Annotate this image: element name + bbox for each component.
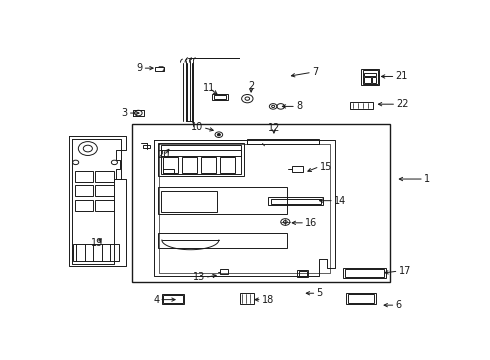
Text: 17: 17: [398, 266, 411, 276]
Bar: [74, 201, 93, 211]
Bar: [158, 233, 287, 248]
Bar: [163, 157, 178, 173]
Bar: [96, 171, 114, 182]
Circle shape: [218, 134, 220, 136]
Text: 2: 2: [248, 81, 254, 91]
Bar: [343, 268, 386, 278]
Text: 22: 22: [396, 99, 409, 109]
Bar: [158, 143, 244, 176]
Bar: [74, 171, 93, 182]
Bar: [247, 139, 319, 144]
Text: 9: 9: [136, 63, 143, 73]
Text: 12: 12: [268, 123, 280, 133]
Text: 20: 20: [158, 150, 170, 161]
Bar: [161, 150, 241, 156]
Bar: [241, 293, 254, 304]
Bar: [182, 157, 197, 173]
Bar: [74, 244, 119, 261]
Text: 3: 3: [122, 108, 128, 118]
Bar: [372, 77, 376, 83]
Text: 8: 8: [296, 102, 302, 111]
Bar: [163, 169, 173, 174]
Bar: [350, 102, 373, 109]
Bar: [143, 145, 150, 148]
Bar: [220, 269, 228, 274]
Text: 15: 15: [319, 162, 332, 172]
Bar: [163, 294, 183, 303]
Text: 7: 7: [312, 67, 318, 77]
Bar: [346, 293, 376, 304]
Bar: [161, 145, 241, 174]
Bar: [162, 294, 184, 304]
Bar: [161, 191, 217, 212]
Bar: [297, 270, 308, 277]
Bar: [74, 185, 93, 195]
Bar: [158, 187, 287, 214]
Bar: [292, 166, 303, 172]
Bar: [268, 197, 323, 205]
Bar: [220, 157, 235, 173]
Bar: [363, 70, 378, 84]
Bar: [364, 73, 376, 76]
Bar: [155, 67, 164, 71]
Bar: [201, 157, 216, 173]
Bar: [298, 271, 307, 276]
Bar: [361, 69, 379, 85]
Text: 14: 14: [334, 195, 346, 206]
Text: 1: 1: [424, 174, 430, 184]
Bar: [271, 199, 320, 204]
Text: 18: 18: [262, 294, 274, 305]
Bar: [364, 77, 371, 83]
Text: 11: 11: [203, 83, 216, 93]
Text: 21: 21: [395, 72, 408, 81]
Text: 19: 19: [91, 238, 103, 248]
Bar: [214, 95, 226, 99]
Bar: [96, 185, 114, 195]
Bar: [347, 294, 374, 303]
Bar: [344, 269, 384, 277]
Bar: [96, 201, 114, 211]
Text: 13: 13: [193, 273, 205, 283]
Text: 16: 16: [305, 218, 318, 228]
Text: 5: 5: [317, 288, 323, 298]
Text: 4: 4: [153, 294, 159, 305]
Text: 6: 6: [395, 300, 402, 310]
Text: 10: 10: [191, 122, 203, 132]
Bar: [212, 94, 227, 100]
Bar: [131, 123, 390, 282]
